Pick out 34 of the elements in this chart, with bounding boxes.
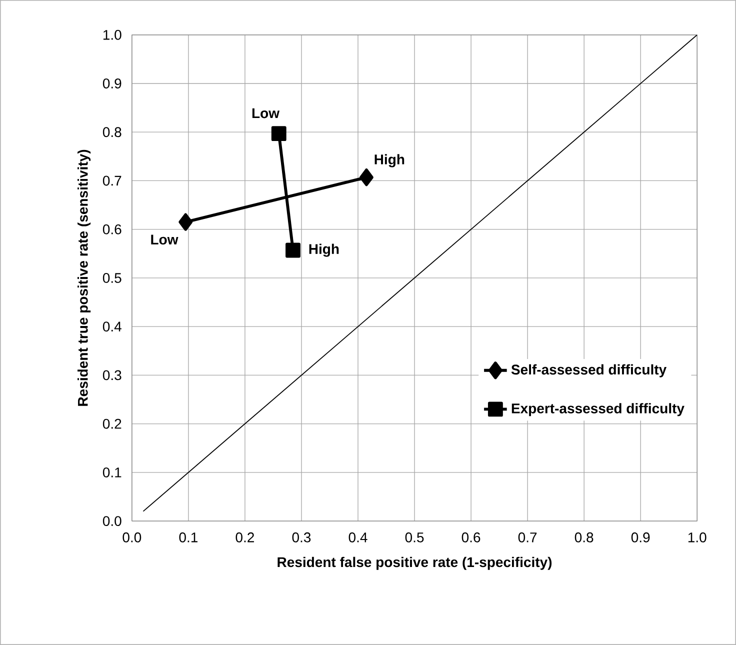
- x-tick-label: 0.6: [462, 532, 480, 542]
- annotation: High: [309, 244, 339, 257]
- y-tick-label: 0.0: [102, 516, 122, 526]
- x-tick-label: 0.7: [518, 532, 537, 542]
- y-tick-label: 0.5: [102, 273, 122, 283]
- y-tick-label: 0.8: [102, 127, 122, 138]
- x-tick-label: 0.9: [631, 532, 650, 542]
- x-axis-title: Resident false positive rate (1-specificity): [278, 556, 552, 570]
- y-tick-label: 1.0: [103, 30, 122, 40]
- point: [360, 168, 374, 186]
- point: [178, 213, 193, 231]
- annotation: High: [374, 154, 404, 168]
- x-tick-label: 0.5: [405, 532, 424, 542]
- y-tick-label: 0.9: [102, 78, 122, 88]
- point: [271, 126, 286, 142]
- y-tick-label: 0.6: [102, 224, 122, 234]
- y-tick-label: 0.3: [102, 370, 122, 380]
- x-tick-label: 0.1: [179, 532, 198, 542]
- y-tick-label: 0.4: [102, 322, 122, 332]
- x-tick-label: 0.3: [292, 532, 311, 542]
- y-axis-title: Resident true positive rate (sensitivity): [78, 150, 91, 406]
- legend-label: Self-assessed difficulty: [511, 364, 667, 378]
- x-tick-label: 0.4: [348, 532, 368, 542]
- legend-label: Expert-assessed difficulty: [512, 403, 684, 416]
- x-tick-label: 0.8: [574, 532, 594, 542]
- annotation: Low: [252, 108, 280, 118]
- x-tick-label: 1.0: [688, 532, 706, 542]
- x-tick-label: 0.0: [122, 532, 142, 542]
- y-tick-label: 0.2: [102, 418, 122, 429]
- y-tick-label: 0.7: [102, 176, 122, 186]
- point: [286, 242, 300, 258]
- y-tick-label: 0.1: [102, 467, 122, 478]
- x-tick-label: 0.2: [236, 532, 254, 542]
- annotation: Low: [151, 234, 178, 245]
